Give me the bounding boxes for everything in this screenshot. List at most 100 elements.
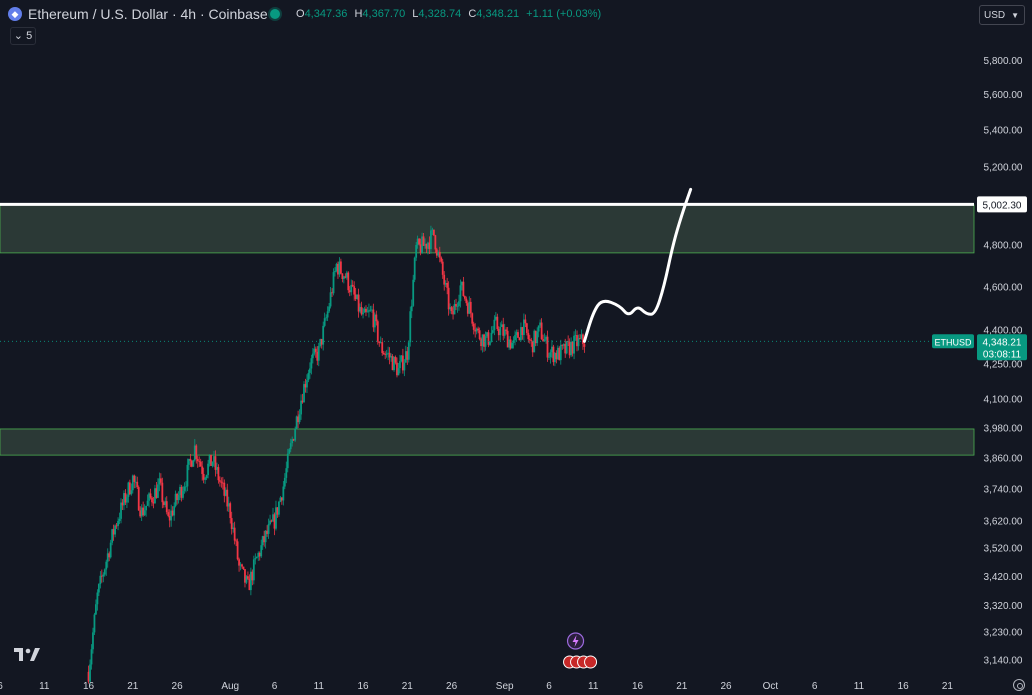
candle	[410, 305, 413, 312]
candle	[338, 261, 341, 275]
candle	[561, 344, 564, 346]
candle	[537, 325, 540, 332]
symbol-tag-label: ETHUSD	[934, 337, 972, 347]
x-tick-label: 16	[898, 681, 910, 692]
candle	[109, 542, 112, 558]
candle	[524, 319, 527, 324]
low-label: L	[412, 8, 419, 20]
candle	[472, 323, 475, 330]
candle	[117, 520, 119, 526]
candle	[480, 339, 482, 347]
candle	[210, 454, 212, 466]
x-tick-label: 6	[546, 681, 552, 692]
candle	[391, 356, 394, 371]
lower-demand-zone[interactable]	[0, 428, 975, 456]
candle	[217, 467, 220, 481]
candle	[115, 525, 118, 527]
us-flag-icon[interactable]	[584, 655, 598, 669]
settings-icon[interactable]	[1013, 679, 1025, 691]
candle	[233, 527, 236, 541]
candle	[500, 324, 503, 327]
candle	[400, 355, 403, 362]
candle	[360, 307, 363, 315]
candle	[393, 356, 395, 371]
upper-supply-zone[interactable]	[0, 204, 975, 254]
candle	[251, 571, 254, 581]
change-value: +1.11 (+0.03%)	[526, 8, 602, 20]
currency-select[interactable]: USD ▼	[979, 5, 1025, 25]
y-tick-label: 3,860.00	[984, 454, 1023, 465]
chevron-down-icon: ▼	[1011, 11, 1019, 20]
candle	[170, 510, 173, 521]
low-value: 4,328.74	[418, 8, 462, 20]
candle	[428, 242, 431, 250]
candle	[286, 453, 289, 469]
candle	[254, 558, 257, 560]
candle	[458, 301, 460, 307]
candle	[583, 344, 586, 347]
y-tick-label: 4,400.00	[984, 326, 1023, 337]
candle	[145, 505, 147, 511]
candle	[131, 475, 134, 491]
candle	[301, 400, 304, 403]
projection-drawing[interactable]	[582, 187, 693, 343]
candle	[331, 292, 333, 294]
candle	[409, 311, 412, 343]
candle	[468, 301, 471, 314]
candle	[269, 520, 271, 525]
candle	[340, 261, 342, 274]
symbol-title[interactable]: Ethereum / U.S. Dollar · 4h · Coinbase	[28, 6, 268, 22]
candle	[288, 449, 291, 454]
candle	[146, 500, 149, 506]
candle	[520, 327, 522, 341]
candle	[249, 571, 252, 591]
candle	[536, 331, 539, 344]
candle	[279, 497, 282, 502]
x-tick-label: 21	[127, 681, 139, 692]
indicators-toggle-button[interactable]: ⌄ 5	[10, 27, 36, 45]
candle	[511, 342, 513, 349]
open-value: 4,347.36	[304, 8, 348, 20]
candle	[235, 540, 238, 542]
candle	[140, 507, 143, 517]
tradingview-logo-icon[interactable]	[14, 648, 40, 662]
candle	[103, 569, 106, 575]
candle	[533, 330, 536, 353]
candle	[521, 327, 524, 335]
candle	[208, 454, 211, 464]
candle	[252, 559, 255, 581]
candle	[462, 281, 465, 297]
candle	[378, 341, 381, 343]
candle	[211, 461, 214, 466]
candle	[515, 332, 518, 336]
candle	[353, 286, 356, 295]
y-tick-label: 4,800.00	[984, 241, 1023, 252]
candle	[365, 308, 367, 312]
candle	[205, 475, 208, 479]
candle	[370, 309, 373, 311]
x-tick-label: 16	[83, 681, 95, 692]
candle	[282, 486, 285, 501]
y-tick-label: 5,800.00	[984, 56, 1023, 67]
ohlc-legend: O4,347.36 H4,367.70 L4,328.74 C4,348.21 …	[296, 8, 605, 20]
x-tick-label: 16	[632, 681, 644, 692]
candle	[99, 575, 102, 585]
candle	[236, 541, 239, 560]
candle	[165, 501, 168, 513]
candle	[394, 356, 397, 363]
ethereum-icon: ◆	[8, 7, 22, 21]
candle	[151, 497, 153, 503]
candle	[306, 380, 308, 388]
candle	[368, 310, 370, 312]
candle	[528, 339, 531, 341]
candle	[121, 502, 124, 506]
candle	[304, 384, 307, 388]
candle	[440, 257, 443, 262]
close-label: C	[468, 8, 477, 20]
candle	[238, 559, 240, 566]
candle	[334, 270, 336, 273]
candle	[431, 229, 434, 231]
candle	[303, 384, 305, 403]
candle	[157, 484, 159, 498]
